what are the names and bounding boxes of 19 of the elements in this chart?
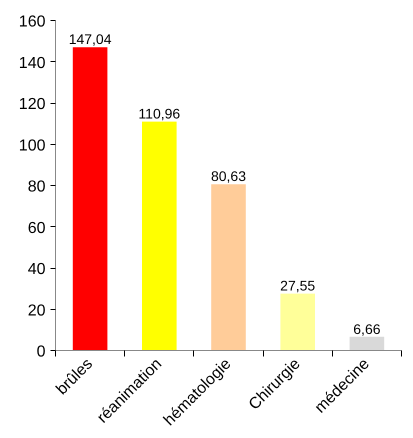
data-label: 147,04 bbox=[68, 31, 112, 48]
bar bbox=[280, 294, 315, 350]
y-tick-label: 0 bbox=[36, 344, 46, 360]
y-tick-label: 160 bbox=[18, 14, 46, 30]
y-tick-label: 100 bbox=[18, 137, 46, 154]
data-label: 27,55 bbox=[280, 278, 316, 294]
y-tick-label: 60 bbox=[28, 220, 46, 237]
bar bbox=[350, 336, 384, 350]
bar bbox=[72, 47, 108, 350]
data-label: 110,96 bbox=[138, 106, 180, 122]
bar bbox=[211, 184, 246, 350]
y-tick-label: 40 bbox=[28, 261, 46, 278]
y-tick-label: 80 bbox=[28, 178, 46, 196]
bar bbox=[142, 122, 177, 350]
data-label: 6,66 bbox=[353, 320, 381, 337]
y-tick-label: 20 bbox=[28, 302, 46, 320]
data-label: 80,63 bbox=[210, 168, 246, 184]
y-tick-label: 120 bbox=[18, 96, 46, 113]
y-tick-label: 140 bbox=[18, 54, 46, 72]
